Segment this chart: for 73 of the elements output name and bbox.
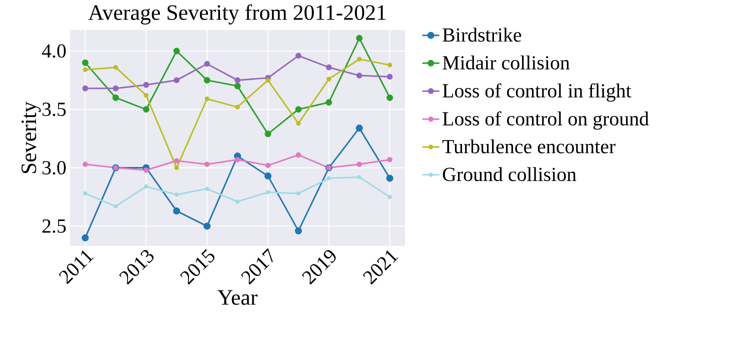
point xyxy=(356,34,363,42)
y-tick-label: 3.5 xyxy=(42,102,66,116)
point xyxy=(234,156,240,162)
point xyxy=(387,156,392,162)
point xyxy=(295,106,302,113)
point xyxy=(173,207,180,215)
point xyxy=(296,191,300,196)
point xyxy=(296,121,301,126)
point xyxy=(143,82,150,88)
point xyxy=(114,204,118,208)
point xyxy=(83,191,88,196)
legend-label: Loss of control in flight xyxy=(442,83,632,102)
y-tick-label: 3.0 xyxy=(42,161,66,175)
point xyxy=(266,78,270,83)
point xyxy=(82,162,88,167)
point xyxy=(173,48,180,54)
y-tick-label: 2.5 xyxy=(42,219,66,233)
point xyxy=(82,85,88,92)
point xyxy=(356,124,363,132)
point xyxy=(112,85,119,92)
y-tick-label: 4.0 xyxy=(42,44,66,58)
point xyxy=(204,162,210,167)
point xyxy=(82,59,88,66)
point xyxy=(294,227,302,234)
point xyxy=(234,82,241,90)
point xyxy=(296,152,302,158)
point xyxy=(204,76,210,84)
point xyxy=(326,176,331,180)
point xyxy=(82,67,88,72)
y-axis-title: Severity xyxy=(21,102,41,174)
point xyxy=(388,194,392,200)
point xyxy=(264,172,272,180)
point xyxy=(326,76,332,82)
legend-label: Birdstrike xyxy=(442,28,522,42)
point xyxy=(204,222,211,230)
point xyxy=(235,200,240,204)
point xyxy=(174,165,179,170)
point xyxy=(357,175,362,180)
point xyxy=(235,104,240,110)
point xyxy=(386,94,394,101)
point xyxy=(386,74,393,80)
point xyxy=(326,99,332,106)
point xyxy=(144,93,148,98)
point xyxy=(204,60,210,67)
point xyxy=(143,167,149,173)
point xyxy=(174,192,179,197)
legend-label: Turbulence encounter xyxy=(442,139,616,154)
legend-label: Loss of control on ground xyxy=(442,111,649,130)
point xyxy=(326,64,332,70)
point xyxy=(356,162,362,167)
point xyxy=(295,52,302,59)
point xyxy=(205,186,210,191)
point xyxy=(144,184,148,188)
point xyxy=(174,158,180,164)
x-axis-title: Year xyxy=(218,290,258,305)
point xyxy=(356,56,362,62)
point xyxy=(234,77,240,84)
point xyxy=(264,130,272,138)
point xyxy=(204,96,210,102)
x-tick-label: 2011 xyxy=(58,250,94,284)
point xyxy=(386,174,394,182)
legend-label: Ground collision xyxy=(442,167,576,182)
point xyxy=(113,65,118,70)
point xyxy=(265,162,271,168)
point xyxy=(356,72,362,78)
legend-label: Midair collision xyxy=(442,56,570,70)
point xyxy=(266,190,270,194)
point xyxy=(112,94,119,101)
point xyxy=(142,106,150,113)
point xyxy=(387,62,392,68)
point xyxy=(174,77,180,84)
point xyxy=(82,234,89,242)
chart-title: Average Severity from 2011-2021 xyxy=(88,4,386,25)
